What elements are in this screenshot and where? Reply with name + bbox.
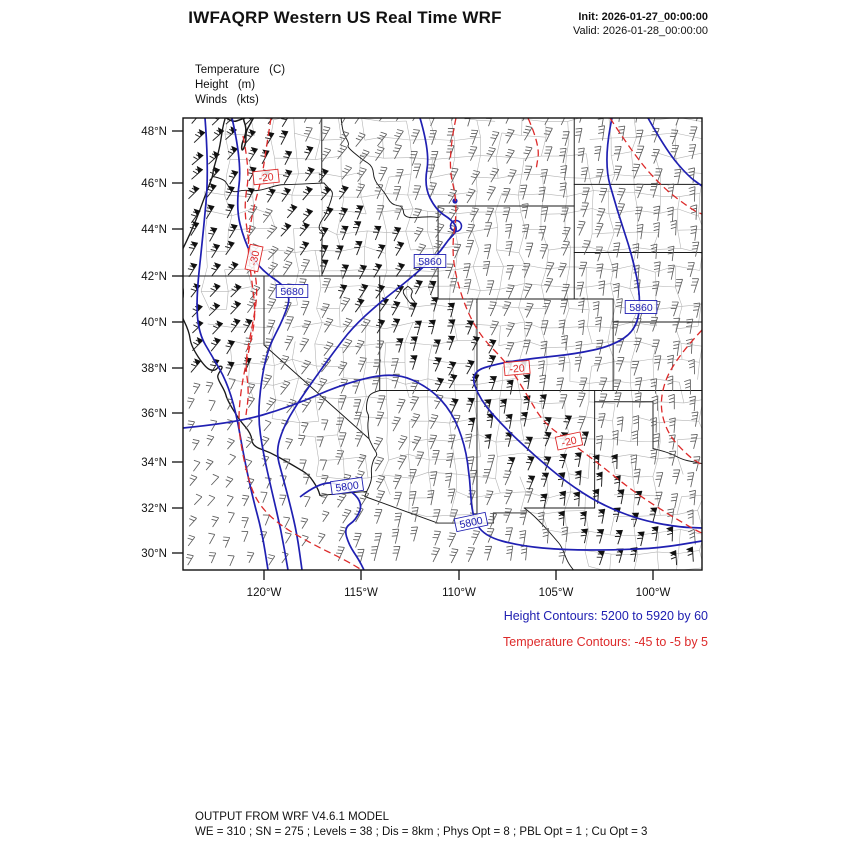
lat-tick-label: 44°N (141, 224, 167, 236)
lat-tick-label: 42°N (141, 271, 167, 283)
lon-tick-label: 110°W (442, 587, 476, 599)
legend-temperature: Temperature (C) (195, 64, 286, 76)
temperature-contour-label-text: -30 (248, 249, 263, 266)
lon-tick-label: 105°W (539, 587, 574, 599)
temperature-contour-label: -20 (252, 168, 280, 186)
model-footer: OUTPUT FROM WRF V4.6.1 MODEL WE = 310 ; … (195, 810, 647, 839)
height-contour-legend: Height Contours: 5200 to 5920 by 60 (503, 609, 708, 623)
lon-tick-label: 100°W (636, 587, 671, 599)
page-title: IWFAQRP Western US Real Time WRF (188, 8, 502, 27)
lat-tick-label: 30°N (141, 548, 167, 560)
run-timestamps: Init: 2026-01-27_00:00:00 Valid: 2026-01… (573, 10, 708, 38)
temperature-contours-layer (238, 118, 702, 570)
temperature-contour-label: -20 (503, 359, 531, 377)
height-contour-label: 5800 (453, 511, 489, 533)
height-contour-label-text: 5800 (459, 515, 484, 532)
temperature-contour-label-text: -20 (258, 171, 275, 185)
height-contour-label-text: 5860 (629, 302, 653, 314)
lat-tick-label: 48°N (141, 126, 167, 138)
temperature-contour-label-text: -20 (561, 434, 578, 449)
map-axes: 48°N 46°N 44°N 42°N 40°N 38°N 36°N 34°N 32°N 30°N… (141, 126, 670, 599)
height-contour-label-text: 5680 (280, 286, 304, 298)
model-config-line: WE = 310 ; SN = 275 ; Levels = 38 ; Dis … (195, 825, 648, 838)
height-contour-label: 5860 (413, 254, 447, 268)
height-contour-label: 5680 (275, 284, 309, 298)
lon-tick-label: 120°W (247, 587, 282, 599)
height-contour-label: 5860 (624, 300, 658, 314)
temperature-contour-label: -20 (554, 431, 584, 451)
init-timestamp: Init: 2026-01-27_00:00:00 (578, 11, 708, 23)
lat-tick-label: 36°N (141, 408, 167, 420)
state-borders-layer (183, 118, 702, 570)
lat-tick-label: 38°N (141, 363, 167, 375)
legend-height: Height (m) (195, 79, 256, 91)
field-legend: Temperature (C) Height (m) Winds (kts) (195, 63, 285, 108)
contour-labels-layer: 5680 5860 5860 5800 5800 -20 -30 -20 -20 (244, 168, 658, 533)
model-version-line: OUTPUT FROM WRF V4.6.1 MODEL (195, 811, 390, 823)
lat-tick-label: 34°N (141, 457, 167, 469)
lat-tick-label: 32°N (141, 503, 167, 515)
legend-winds: Winds (kts) (195, 94, 259, 106)
height-contour-label: 5800 (329, 476, 365, 496)
lat-tick-label: 40°N (141, 317, 167, 329)
map-frame (182, 117, 703, 571)
valid-timestamp: Valid: 2026-01-28_00:00:00 (573, 25, 708, 37)
temperature-contour-label: -30 (244, 243, 264, 273)
lon-tick-label: 115°W (344, 587, 378, 599)
lat-tick-label: 46°N (141, 178, 167, 190)
height-contour-label-text: 5800 (335, 479, 360, 494)
wind-barb-layer (186, 118, 701, 567)
height-contours-layer (183, 118, 702, 570)
temperature-contour-legend: Temperature Contours: -45 to -5 by 5 (503, 635, 708, 649)
temperature-contour-label-text: -20 (509, 362, 525, 375)
height-contour-label-text: 5860 (418, 256, 442, 268)
